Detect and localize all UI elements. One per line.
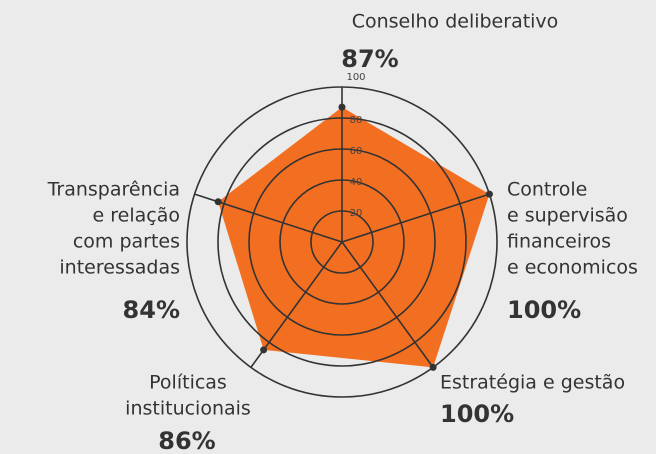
data-point	[260, 346, 268, 354]
value-label: 84%	[123, 296, 180, 324]
axis-label: Estratégia e gestão	[440, 372, 625, 394]
axis-label: Políticas	[149, 372, 227, 394]
axis-label: e economicos	[507, 257, 638, 279]
value-label: 100%	[440, 400, 514, 428]
axis-label: institucionais	[125, 398, 251, 420]
data-area	[218, 107, 490, 368]
axis-label: e supervisão	[507, 205, 628, 227]
data-point	[214, 198, 222, 206]
r-tick-label: 80	[350, 115, 363, 126]
data-point	[429, 363, 437, 371]
axis-line	[250, 241, 343, 368]
value-label: 100%	[507, 296, 581, 324]
data-point	[338, 103, 346, 111]
axis-label: Conselho deliberativo	[352, 11, 559, 33]
axis-label: Transparência	[47, 179, 180, 201]
axis-label: e relação	[93, 205, 180, 227]
axis-label: com partes	[73, 231, 180, 253]
r-tick-label: 60	[350, 146, 363, 157]
r-tick-label: 40	[350, 177, 363, 188]
axis-label: interessadas	[59, 257, 180, 279]
axis-label: Controle	[507, 179, 587, 201]
axis-line	[341, 241, 434, 368]
r-tick-label: 20	[350, 208, 363, 219]
value-label: 87%	[341, 45, 398, 73]
axis-line	[341, 193, 490, 243]
data-point	[485, 190, 493, 198]
value-label: 86%	[158, 427, 215, 454]
r-tick-label: 100	[346, 72, 365, 83]
axis-label: financeiros	[507, 231, 611, 253]
